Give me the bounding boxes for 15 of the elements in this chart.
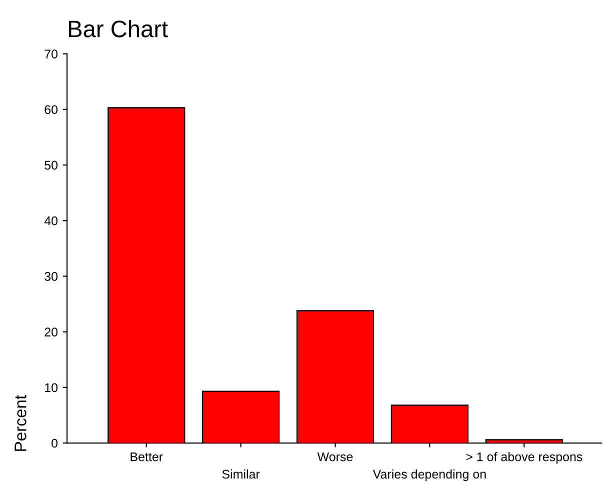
x-tick-label: Similar bbox=[222, 469, 260, 479]
y-tick-label: 40 bbox=[44, 216, 58, 226]
y-tick-label: 10 bbox=[45, 383, 58, 392]
y-axis-title: Percent bbox=[14, 394, 26, 451]
y-tick-label: 70 bbox=[44, 50, 58, 58]
y-tick-label: 0 bbox=[52, 438, 58, 448]
y-tick-label: 20 bbox=[44, 328, 58, 336]
x-tick-label: > 1 of above respons bbox=[466, 452, 582, 464]
y-tick-label: 60 bbox=[44, 105, 58, 114]
x-tick-label: Varies depending on bbox=[372, 469, 486, 482]
chart-title: Bar Chart bbox=[68, 20, 168, 38]
x-tick-label: Worse bbox=[317, 452, 353, 462]
x-tick-label: Better bbox=[130, 452, 163, 462]
y-tick-label: 30 bbox=[44, 272, 58, 281]
y-tick-label: 50 bbox=[44, 160, 58, 170]
